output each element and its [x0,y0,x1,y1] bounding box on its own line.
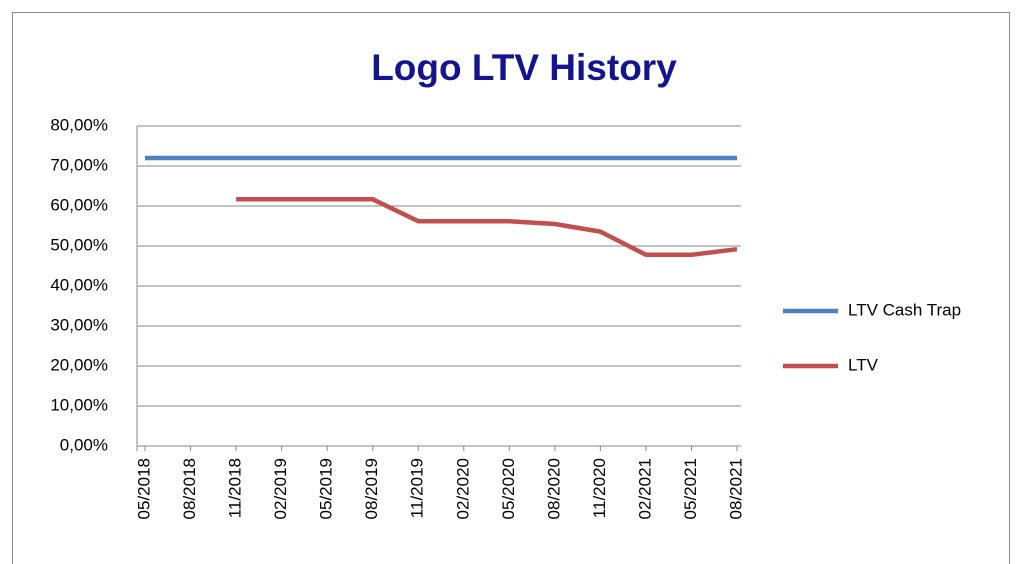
x-tick-label: 02/2021 [635,458,654,519]
y-tick-label: 50,00% [50,235,108,254]
legend-label: LTV Cash Trap [848,300,961,319]
x-tick-label: 08/2020 [544,458,563,519]
y-tick-label: 70,00% [50,155,108,174]
y-tick-label: 30,00% [50,315,108,334]
x-tick-label: 02/2020 [453,458,472,519]
x-tick-label: 05/2018 [134,458,153,519]
x-tick-label: 02/2019 [271,458,290,519]
legend-label: LTV [848,355,879,374]
y-tick-label: 0,00% [60,435,108,454]
chart-border [12,12,1010,564]
x-tick-label: 11/2019 [408,458,427,518]
x-tick-label: 08/2021 [726,458,745,519]
chart-title: Logo LTV History [371,47,677,88]
y-tick-label: 60,00% [50,195,108,214]
x-tick-label: 05/2020 [499,458,518,519]
line-series [236,196,738,258]
x-tick-label: 05/2019 [317,458,336,519]
x-tick-label: 11/2018 [226,458,245,518]
y-tick-label: 40,00% [50,275,108,294]
x-tick-label: 11/2020 [590,458,609,518]
y-tick-label: 20,00% [50,355,108,374]
y-tick-label: 10,00% [50,395,108,414]
x-tick-label: 05/2021 [681,458,700,519]
x-tick-label: 08/2018 [180,458,199,519]
x-tick-label: 08/2019 [362,458,381,519]
y-tick-label: 80,00% [50,115,108,134]
